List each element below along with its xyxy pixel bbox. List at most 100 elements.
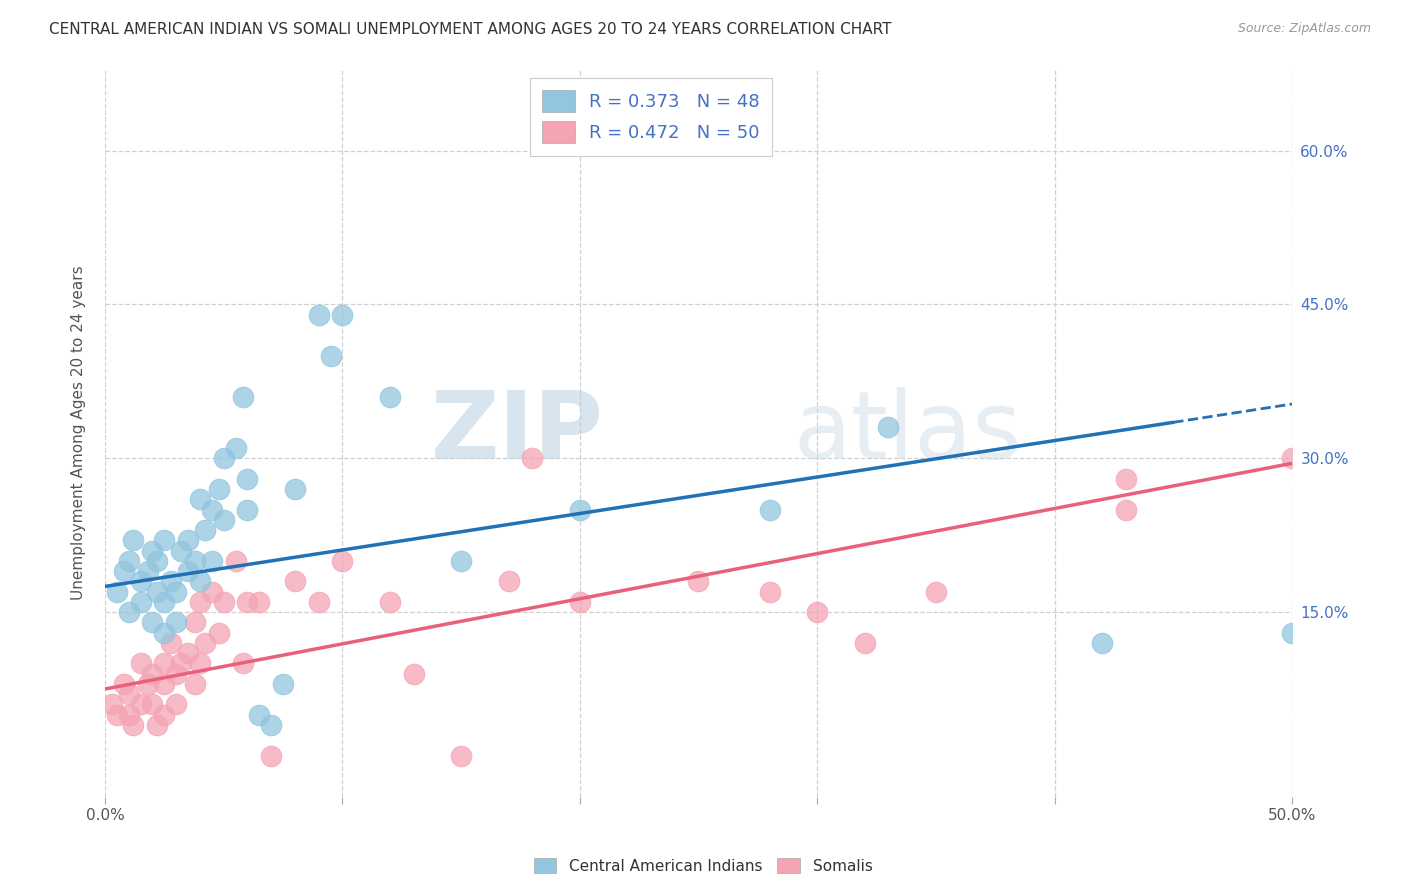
Point	[208, 625, 231, 640]
Point	[568, 502, 591, 516]
Point	[236, 472, 259, 486]
Point	[1115, 502, 1137, 516]
Point	[165, 615, 187, 630]
Point	[232, 657, 254, 671]
Point	[247, 707, 270, 722]
Point	[450, 554, 472, 568]
Point	[129, 657, 152, 671]
Point	[1115, 472, 1137, 486]
Point	[170, 543, 193, 558]
Point	[188, 574, 211, 589]
Point	[188, 595, 211, 609]
Point	[522, 451, 544, 466]
Point	[194, 523, 217, 537]
Point	[877, 420, 900, 434]
Point	[925, 584, 948, 599]
Point	[153, 625, 176, 640]
Point	[236, 502, 259, 516]
Point	[568, 595, 591, 609]
Point	[308, 308, 330, 322]
Point	[118, 707, 141, 722]
Point	[188, 492, 211, 507]
Text: CENTRAL AMERICAN INDIAN VS SOMALI UNEMPLOYMENT AMONG AGES 20 TO 24 YEARS CORRELA: CENTRAL AMERICAN INDIAN VS SOMALI UNEMPL…	[49, 22, 891, 37]
Point	[201, 584, 224, 599]
Point	[1281, 451, 1303, 466]
Point	[136, 677, 159, 691]
Point	[184, 615, 207, 630]
Point	[284, 482, 307, 496]
Point	[201, 554, 224, 568]
Point	[308, 595, 330, 609]
Point	[153, 595, 176, 609]
Point	[332, 308, 354, 322]
Point	[122, 533, 145, 548]
Point	[201, 502, 224, 516]
Point	[806, 605, 828, 619]
Point	[1091, 636, 1114, 650]
Point	[153, 657, 176, 671]
Point	[184, 677, 207, 691]
Point	[129, 574, 152, 589]
Point	[165, 584, 187, 599]
Point	[236, 595, 259, 609]
Point	[232, 390, 254, 404]
Point	[378, 595, 401, 609]
Point	[177, 564, 200, 578]
Point	[758, 502, 780, 516]
Point	[212, 513, 235, 527]
Text: Source: ZipAtlas.com: Source: ZipAtlas.com	[1237, 22, 1371, 36]
Point	[177, 533, 200, 548]
Point	[188, 657, 211, 671]
Y-axis label: Unemployment Among Ages 20 to 24 years: Unemployment Among Ages 20 to 24 years	[72, 265, 86, 600]
Point	[122, 718, 145, 732]
Point	[141, 615, 163, 630]
Point	[105, 707, 128, 722]
Point	[319, 349, 342, 363]
Point	[118, 687, 141, 701]
Text: ZIP: ZIP	[430, 386, 603, 479]
Point	[165, 698, 187, 712]
Point	[853, 636, 876, 650]
Point	[118, 605, 141, 619]
Point	[129, 595, 152, 609]
Point	[498, 574, 520, 589]
Point	[194, 636, 217, 650]
Point	[112, 677, 135, 691]
Point	[688, 574, 710, 589]
Point	[332, 554, 354, 568]
Point	[212, 451, 235, 466]
Point	[153, 707, 176, 722]
Point	[153, 677, 176, 691]
Point	[105, 584, 128, 599]
Point	[170, 657, 193, 671]
Point	[271, 677, 294, 691]
Point	[101, 698, 124, 712]
Point	[1281, 625, 1303, 640]
Point	[146, 554, 169, 568]
Point	[160, 574, 183, 589]
Point	[141, 543, 163, 558]
Point	[758, 584, 780, 599]
Legend: Central American Indians, Somalis: Central American Indians, Somalis	[527, 852, 879, 880]
Point	[225, 441, 247, 455]
Legend: R = 0.373   N = 48, R = 0.472   N = 50: R = 0.373 N = 48, R = 0.472 N = 50	[530, 78, 772, 156]
Point	[141, 698, 163, 712]
Point	[212, 595, 235, 609]
Point	[118, 554, 141, 568]
Point	[153, 533, 176, 548]
Point	[112, 564, 135, 578]
Point	[260, 748, 283, 763]
Point	[184, 554, 207, 568]
Point	[260, 718, 283, 732]
Point	[225, 554, 247, 568]
Point	[146, 718, 169, 732]
Point	[177, 646, 200, 660]
Point	[284, 574, 307, 589]
Point	[129, 698, 152, 712]
Point	[165, 666, 187, 681]
Point	[141, 666, 163, 681]
Point	[146, 584, 169, 599]
Point	[208, 482, 231, 496]
Point	[378, 390, 401, 404]
Point	[136, 564, 159, 578]
